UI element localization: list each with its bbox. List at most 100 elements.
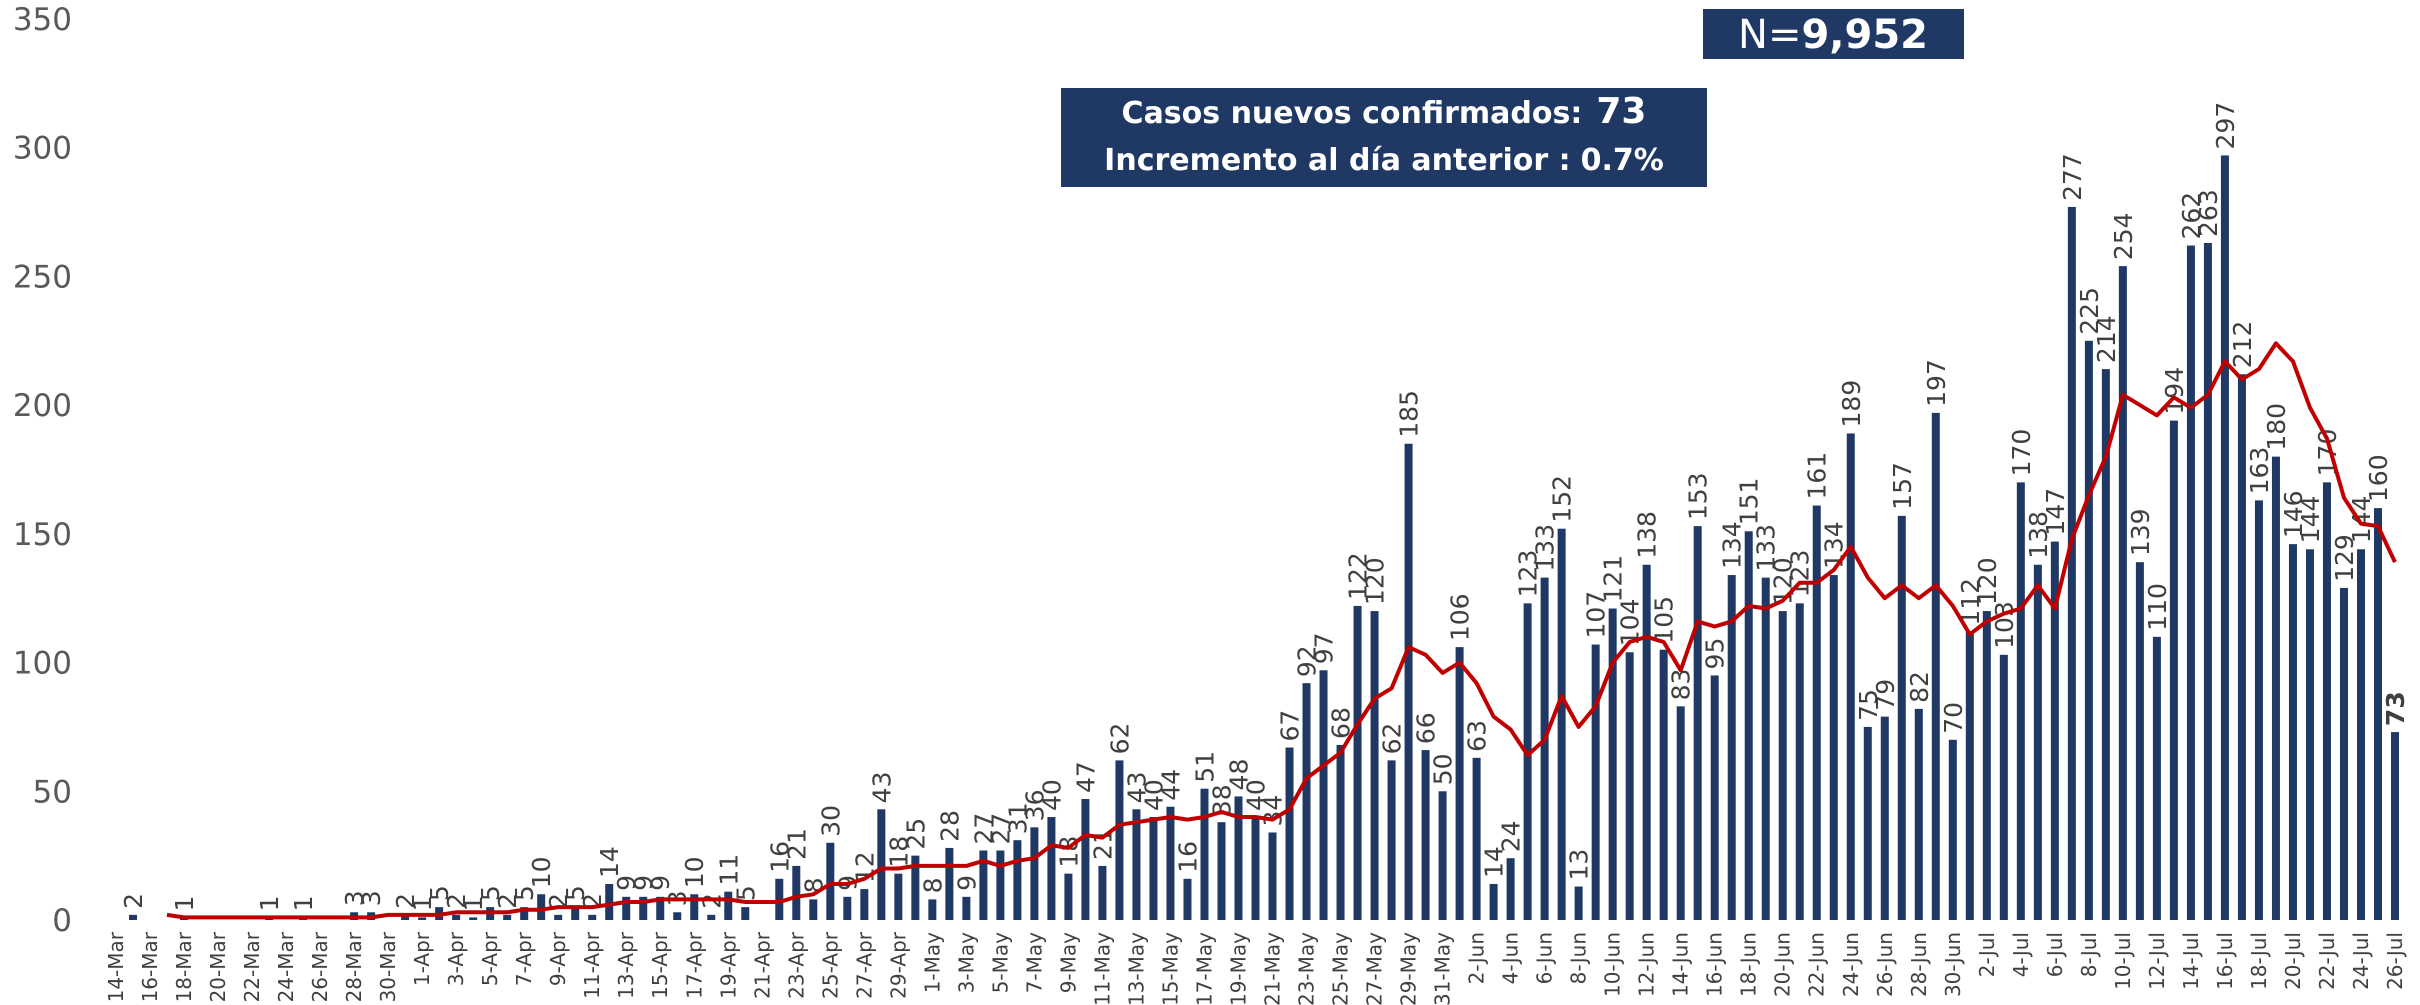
bar bbox=[962, 896, 971, 920]
data-label: 185 bbox=[1395, 390, 1424, 438]
bar bbox=[1540, 577, 1549, 920]
data-label: 180 bbox=[2262, 403, 2291, 451]
data-label: 152 bbox=[1548, 475, 1577, 523]
new-cases-label: Casos nuevos confirmados: bbox=[1122, 96, 1583, 131]
data-label: 2 bbox=[391, 893, 420, 909]
data-label: 123 bbox=[1786, 550, 1815, 598]
data-label: 36 bbox=[1020, 790, 1049, 822]
bar bbox=[2067, 206, 2076, 920]
bar bbox=[1285, 747, 1294, 920]
data-label: 73 bbox=[2381, 691, 2410, 726]
data-label: 5 bbox=[476, 885, 505, 901]
data-label: 170 bbox=[2007, 429, 2036, 477]
data-label: 1 bbox=[459, 896, 488, 912]
bar bbox=[1744, 531, 1753, 920]
x-tick-label: 11-Apr bbox=[580, 931, 604, 999]
data-label: 157 bbox=[1888, 462, 1917, 510]
data-label: 138 bbox=[1633, 511, 1662, 559]
data-label: 123 bbox=[1514, 550, 1543, 598]
data-label: 129 bbox=[2330, 534, 2359, 582]
bar bbox=[894, 873, 903, 920]
x-tick-label: 21-May bbox=[1261, 932, 1285, 1005]
x-tick-label: 7-May bbox=[1022, 932, 1046, 993]
data-label: 62 bbox=[1105, 723, 1134, 755]
increase-label: Incremento al día anterior : bbox=[1104, 143, 1570, 178]
data-label: 297 bbox=[2211, 102, 2240, 150]
bar bbox=[2016, 482, 2025, 920]
data-label: 18 bbox=[884, 836, 913, 868]
data-label: 189 bbox=[1837, 380, 1866, 428]
bar bbox=[979, 850, 988, 920]
x-tick-label: 8-Jun bbox=[1567, 932, 1591, 984]
x-tick-label: 20-Mar bbox=[206, 931, 230, 1002]
bar bbox=[503, 914, 512, 920]
bar bbox=[1676, 706, 1685, 920]
data-label: 66 bbox=[1412, 712, 1441, 744]
y-tick-label: 0 bbox=[52, 903, 72, 939]
x-tick-label: 14-Mar bbox=[104, 931, 128, 1002]
x-tick-label: 14-Jun bbox=[1669, 932, 1693, 997]
data-label: 83 bbox=[1667, 669, 1696, 701]
bar bbox=[2356, 549, 2365, 920]
bar bbox=[928, 899, 937, 920]
data-label: 79 bbox=[1871, 679, 1900, 711]
data-label: 5 bbox=[510, 885, 539, 901]
y-tick-label: 150 bbox=[13, 517, 72, 553]
x-tick-label: 20-Jun bbox=[1771, 932, 1795, 997]
data-label: 3 bbox=[357, 890, 386, 906]
bar bbox=[1472, 757, 1481, 920]
bar bbox=[1234, 796, 1243, 920]
x-tick-label: 2-Jun bbox=[1465, 932, 1489, 984]
data-label: 97 bbox=[1310, 632, 1339, 664]
x-tick-label: 13-Apr bbox=[614, 931, 638, 999]
bar bbox=[707, 914, 716, 920]
bar bbox=[639, 896, 648, 920]
data-label: 47 bbox=[1071, 761, 1100, 793]
y-tick-label: 350 bbox=[13, 2, 72, 38]
bar bbox=[1387, 760, 1396, 920]
data-label: 197 bbox=[1922, 359, 1951, 407]
bar bbox=[2118, 266, 2127, 920]
x-tick-label: 23-Apr bbox=[784, 931, 808, 999]
bar bbox=[571, 907, 580, 920]
y-tick-label: 100 bbox=[13, 646, 72, 682]
data-label: 16 bbox=[765, 841, 794, 873]
x-tick-label: 5-May bbox=[988, 932, 1012, 993]
bar bbox=[860, 889, 869, 920]
bar bbox=[2101, 369, 2110, 920]
x-tick-label: 31-May bbox=[1431, 932, 1455, 1005]
bar bbox=[1863, 726, 1872, 920]
x-tick-label: 26-Jun bbox=[1873, 932, 1897, 997]
data-label: 134 bbox=[1718, 521, 1747, 569]
data-label: 5 bbox=[561, 885, 590, 901]
bar bbox=[945, 847, 954, 920]
data-label: 40 bbox=[1037, 779, 1066, 811]
n-text: N=9,952 bbox=[1738, 12, 1928, 58]
data-label: 105 bbox=[1650, 596, 1679, 644]
bar bbox=[809, 899, 818, 920]
data-label: 27 bbox=[986, 813, 1015, 845]
data-label: 43 bbox=[1122, 771, 1151, 803]
bar bbox=[1268, 832, 1277, 920]
data-label: 27 bbox=[969, 813, 998, 845]
x-tick-label: 18-Mar bbox=[172, 931, 196, 1002]
bar bbox=[2033, 564, 2042, 920]
bar bbox=[1880, 716, 1889, 920]
bar bbox=[1421, 750, 1430, 920]
bar bbox=[1710, 675, 1719, 920]
bar bbox=[1489, 883, 1498, 920]
bar bbox=[401, 914, 410, 920]
x-tick-label: 26-Jul bbox=[2383, 932, 2407, 990]
x-tick-label: 29-May bbox=[1397, 932, 1421, 1005]
summary-box bbox=[1061, 88, 1707, 187]
y-tick-label: 300 bbox=[13, 131, 72, 167]
x-tick-label: 15-May bbox=[1158, 932, 1182, 1005]
data-label: 121 bbox=[1599, 555, 1628, 603]
data-label: 160 bbox=[2364, 454, 2393, 502]
bar bbox=[1846, 433, 1855, 920]
data-label: 2 bbox=[442, 893, 471, 909]
bar bbox=[877, 809, 886, 920]
x-tick-label: 25-May bbox=[1329, 932, 1353, 1005]
bar bbox=[1761, 577, 1770, 920]
data-label: 2 bbox=[119, 893, 148, 909]
